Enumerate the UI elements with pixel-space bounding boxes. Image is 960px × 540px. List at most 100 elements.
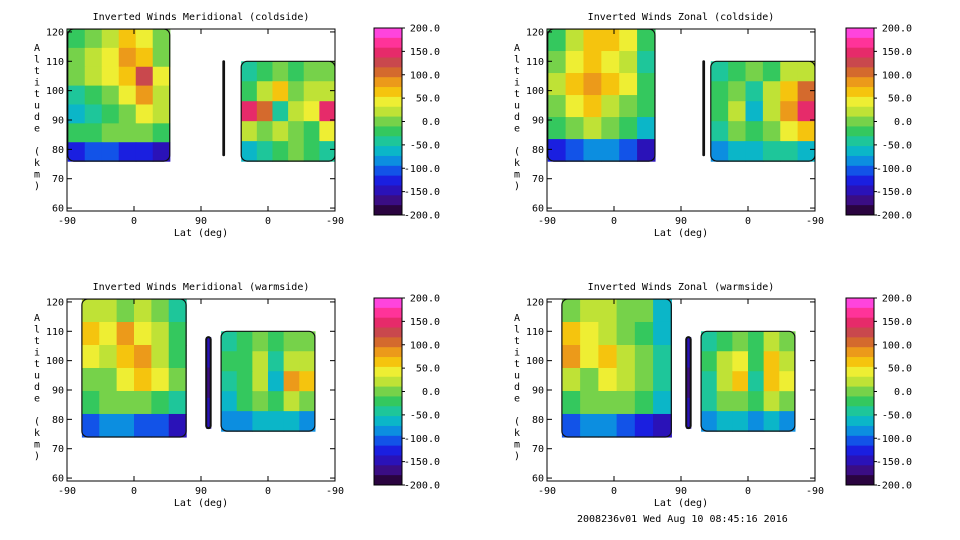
colorbar-swatch: [846, 136, 874, 147]
data-cell: [67, 47, 86, 68]
data-cell: [81, 299, 100, 323]
y-axis-label-char: e: [514, 394, 520, 405]
data-cell: [580, 344, 599, 369]
colorbar-label: 200.0: [882, 24, 912, 35]
colorbar-swatch: [374, 28, 402, 39]
data-cell: [256, 101, 274, 122]
y-tick-label: 60: [52, 474, 64, 485]
data-cell: [653, 390, 672, 415]
y-tick-label: 60: [532, 474, 544, 485]
y-axis-label-char: k: [514, 428, 520, 439]
data-cell: [67, 123, 86, 143]
data-cell: [710, 61, 729, 82]
colorbar-swatch: [846, 298, 874, 309]
data-cell: [561, 299, 581, 323]
y-axis-label-char: i: [514, 78, 520, 89]
colorbar-swatch: [846, 307, 874, 319]
colorbar-swatch: [846, 386, 874, 397]
y-axis-label-char: t: [514, 336, 520, 347]
colorbar-label: 100.0: [882, 340, 912, 351]
chart-title: Inverted Winds Meridional (warmside): [93, 282, 310, 293]
data-cell: [797, 101, 815, 122]
data-cell: [763, 351, 780, 372]
data-cell: [601, 29, 620, 52]
colorbar-label: 50.0: [416, 94, 440, 105]
colorbar-label: -200.0: [876, 211, 912, 222]
data-cell: [583, 117, 602, 140]
data-cell: [565, 29, 585, 52]
data-cell: [116, 413, 135, 438]
colorbar-swatch: [374, 396, 402, 407]
data-cell: [716, 411, 733, 432]
data-cell: [67, 104, 86, 124]
data-region: [81, 299, 316, 438]
data-cell: [762, 141, 781, 162]
data-cell: [236, 371, 253, 392]
data-cell: [561, 413, 581, 438]
data-cell: [762, 121, 781, 142]
y-axis-label-char: u: [514, 101, 520, 112]
y-axis-label-char: k: [34, 158, 40, 169]
colorbar-swatch: [846, 357, 874, 368]
data-region: [547, 29, 815, 162]
data-cell: [619, 139, 638, 162]
footer-run-info: 2008236v01 Wed Aug 10 08:45:16 2016: [577, 514, 788, 525]
data-cell: [686, 337, 692, 369]
data-cell: [99, 390, 118, 415]
data-cell: [601, 117, 620, 140]
data-cell: [299, 391, 316, 412]
data-cell: [701, 331, 718, 352]
y-tick-label: 80: [52, 145, 64, 156]
data-cell: [151, 344, 170, 369]
colorbar-label: 0.0: [422, 117, 440, 128]
data-cell: [288, 81, 305, 102]
data-cell: [152, 104, 171, 124]
colorbar-label: 100.0: [882, 70, 912, 81]
colorbar-swatch: [846, 435, 874, 447]
colorbar-label: -150.0: [876, 457, 912, 468]
colorbar-swatch: [846, 77, 874, 88]
y-axis-label-char: A: [514, 313, 520, 324]
data-cell: [653, 413, 672, 438]
colorbar-swatch: [846, 47, 874, 59]
data-cell: [616, 321, 636, 346]
data-cell: [118, 66, 137, 87]
data-cell: [152, 47, 171, 68]
data-cell: [118, 85, 137, 106]
y-tick-label: 60: [52, 204, 64, 215]
y-axis-label-char: t: [514, 359, 520, 370]
data-block-outline: [700, 330, 796, 432]
data-cell: [598, 367, 618, 392]
colorbar-swatch: [846, 146, 874, 157]
data-cell: [637, 51, 656, 74]
colorbar-swatch: [374, 307, 402, 319]
colorbar-swatch: [846, 87, 874, 98]
data-cell: [288, 121, 305, 142]
data-cell: [236, 391, 253, 412]
data-cell: [748, 351, 765, 372]
data-cell: [135, 85, 154, 106]
data-cell: [762, 61, 781, 82]
colorbar-swatch: [374, 47, 402, 59]
data-cell: [637, 139, 656, 162]
data-cell: [565, 139, 585, 162]
colorbar-label: -100.0: [876, 164, 912, 175]
x-tick-label: 90: [675, 216, 687, 227]
data-cell: [701, 411, 718, 432]
data-cell: [319, 121, 335, 142]
data-cell: [221, 331, 238, 352]
data-cell: [580, 413, 599, 438]
data-cell: [547, 51, 567, 74]
data-cell: [299, 411, 316, 432]
y-axis-label-char: l: [34, 55, 40, 66]
x-tick-label: -90: [326, 216, 344, 227]
colorbar-swatch: [846, 126, 874, 137]
data-cell: [152, 123, 171, 143]
y-tick-label: 110: [526, 57, 544, 68]
data-cell: [601, 51, 620, 74]
data-cell: [206, 397, 212, 429]
colorbar-swatch: [374, 57, 402, 68]
